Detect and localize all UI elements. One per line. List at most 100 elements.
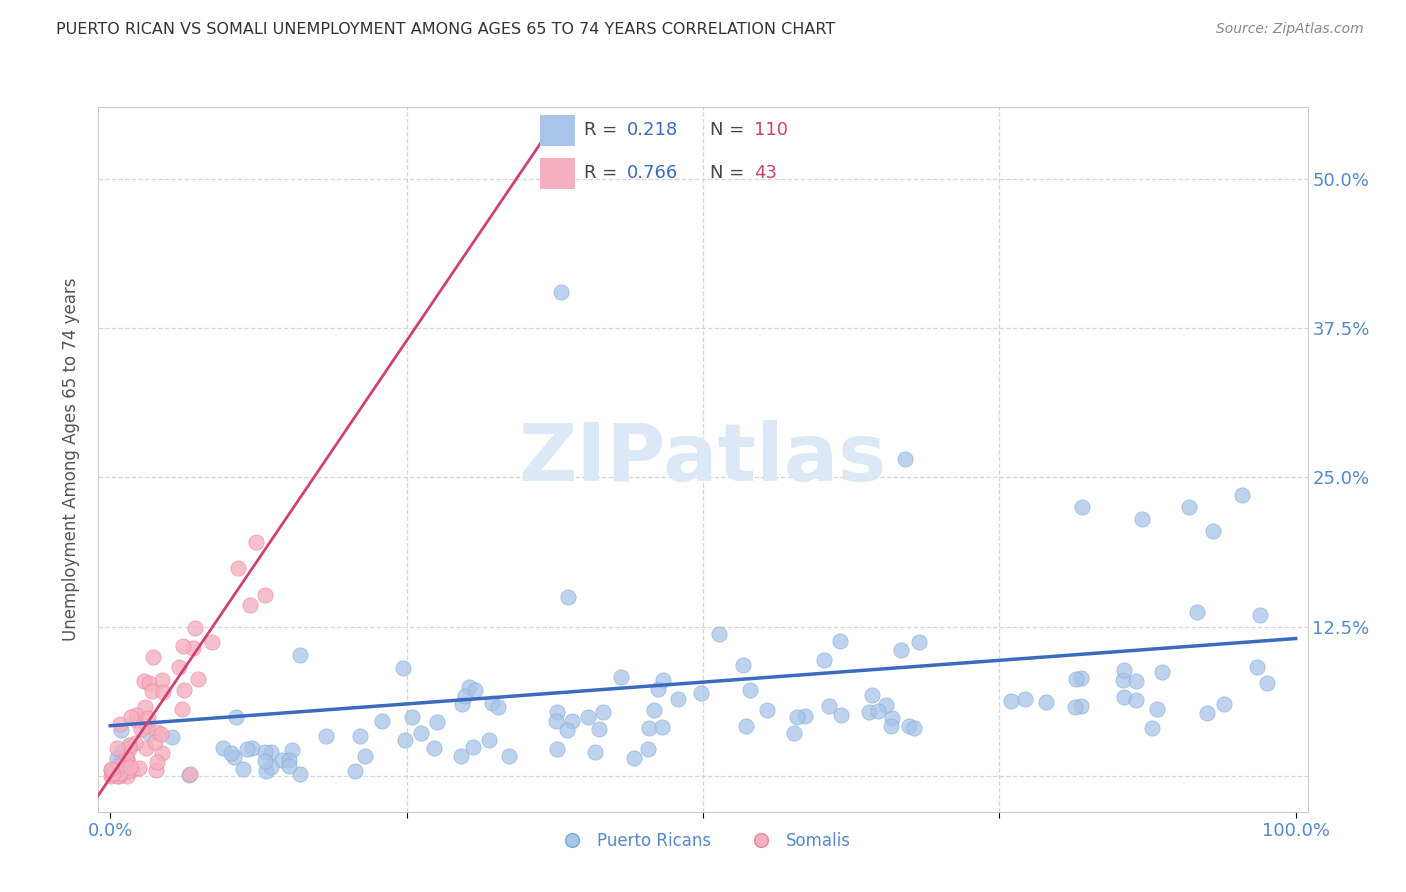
Point xyxy=(652,673,675,687)
Point xyxy=(1202,524,1225,538)
Text: N =: N = xyxy=(710,164,749,183)
Point xyxy=(735,719,758,733)
Point xyxy=(401,709,423,723)
Point xyxy=(588,723,610,737)
Point xyxy=(254,764,277,778)
Point xyxy=(1125,693,1147,707)
Point xyxy=(108,765,131,780)
Point xyxy=(623,751,645,765)
Point xyxy=(179,767,201,781)
Point xyxy=(183,640,205,655)
Point xyxy=(813,652,835,666)
Point xyxy=(177,767,200,781)
Point xyxy=(138,726,160,740)
Point xyxy=(1249,607,1271,622)
Point xyxy=(277,759,299,773)
Point xyxy=(1213,697,1236,711)
Point xyxy=(187,672,209,686)
Point xyxy=(557,591,579,605)
Point xyxy=(143,735,166,749)
Point xyxy=(643,703,665,717)
Point xyxy=(125,707,148,722)
Point xyxy=(115,752,138,766)
Point xyxy=(478,733,501,747)
Legend: Puerto Ricans, Somalis: Puerto Ricans, Somalis xyxy=(548,825,858,856)
Point xyxy=(117,764,139,779)
Point xyxy=(254,588,277,602)
Point xyxy=(260,760,283,774)
Point xyxy=(239,598,262,612)
Point xyxy=(1112,673,1135,687)
Point xyxy=(125,713,148,727)
Point xyxy=(464,683,486,698)
Point xyxy=(818,698,841,713)
Point xyxy=(454,689,477,703)
Point xyxy=(101,765,124,780)
Point xyxy=(1150,665,1173,679)
Point xyxy=(1195,706,1218,721)
Point xyxy=(349,729,371,743)
Point xyxy=(1112,690,1135,705)
Point xyxy=(173,683,195,698)
Point xyxy=(141,683,163,698)
Point xyxy=(135,741,157,756)
Text: 0.218: 0.218 xyxy=(627,121,678,139)
Point xyxy=(115,750,138,764)
Point xyxy=(107,740,129,755)
Point xyxy=(786,710,808,724)
Point xyxy=(793,708,815,723)
Point xyxy=(830,708,852,723)
Point xyxy=(222,750,245,764)
Point xyxy=(260,745,283,759)
Point xyxy=(647,681,669,696)
Point xyxy=(245,534,267,549)
Point xyxy=(290,648,312,662)
Point xyxy=(315,729,337,743)
Point xyxy=(225,709,247,723)
Point xyxy=(550,285,572,300)
Point xyxy=(100,762,122,776)
Point xyxy=(1146,702,1168,716)
Point xyxy=(107,769,129,783)
Point xyxy=(167,660,190,674)
Point xyxy=(1178,500,1201,515)
Point xyxy=(463,739,485,754)
Point xyxy=(232,762,254,776)
Point xyxy=(172,639,194,653)
Point xyxy=(108,717,131,731)
Point xyxy=(1112,663,1135,677)
Point xyxy=(115,769,138,783)
Point xyxy=(271,753,294,767)
Point xyxy=(115,758,138,772)
Point xyxy=(860,688,883,702)
Point xyxy=(142,650,165,665)
Point xyxy=(546,705,568,719)
Point xyxy=(1014,691,1036,706)
Text: N =: N = xyxy=(710,121,749,139)
Point xyxy=(226,561,249,575)
Point xyxy=(426,714,449,729)
Point xyxy=(394,732,416,747)
Point xyxy=(149,727,172,741)
Point xyxy=(121,764,143,778)
Point xyxy=(254,755,277,769)
Point xyxy=(124,736,146,750)
Point xyxy=(1070,671,1092,685)
Point xyxy=(1071,500,1094,515)
Point xyxy=(868,705,890,719)
Point xyxy=(1130,512,1153,526)
Point xyxy=(136,718,159,732)
Point xyxy=(740,682,762,697)
Point xyxy=(576,710,599,724)
Point xyxy=(129,722,152,736)
Point xyxy=(136,711,159,725)
Point xyxy=(160,731,183,745)
Point xyxy=(118,760,141,774)
Bar xyxy=(540,159,575,189)
Point xyxy=(1069,699,1091,714)
Point xyxy=(108,759,131,773)
Point xyxy=(893,452,915,467)
Point xyxy=(583,745,606,759)
Point xyxy=(731,658,754,673)
Point xyxy=(897,718,920,732)
